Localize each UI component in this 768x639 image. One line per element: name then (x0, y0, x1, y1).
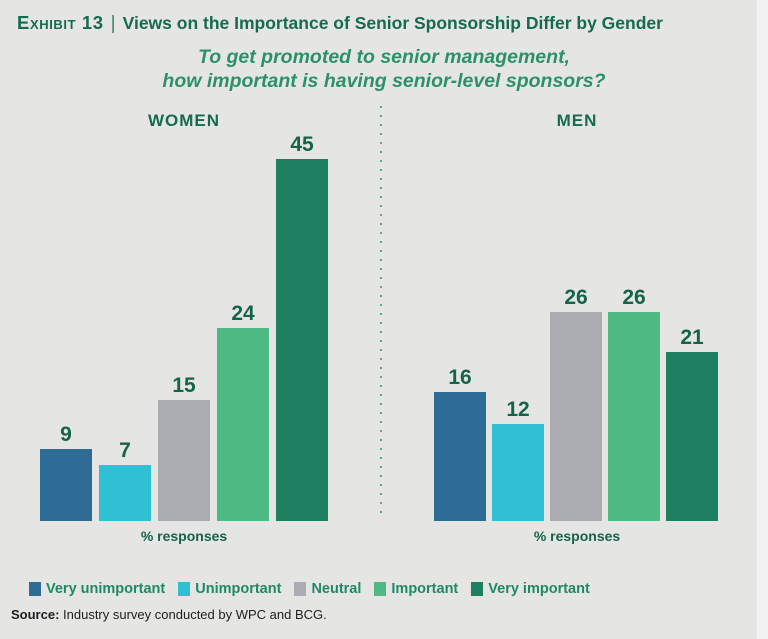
page-right-margin (757, 0, 768, 639)
bar-women-neutral: 15 (158, 375, 210, 521)
exhibit-title: Views on the Importance of Senior Sponso… (122, 13, 663, 33)
men-group-title: MEN (556, 111, 598, 130)
dotted-divider-line (380, 106, 382, 520)
bar-value-label: 12 (506, 398, 530, 421)
header-separator: | (110, 13, 116, 34)
bar-value-label: 24 (231, 302, 255, 325)
bar-rect (40, 449, 92, 521)
bar-men-very-important: 21 (666, 327, 718, 521)
bar-value-label: 7 (119, 439, 131, 462)
legend-label: Unimportant (195, 581, 282, 597)
legend-item-neutral: Neutral (294, 581, 361, 597)
bar-value-label: 45 (290, 133, 314, 156)
legend-item-very-unimportant: Very unimportant (29, 581, 165, 597)
legend-swatch-icon (29, 582, 41, 596)
bar-value-label: 26 (622, 286, 646, 309)
bar-rect (158, 400, 210, 521)
bar-women-unimportant: 7 (99, 440, 151, 521)
legend-swatch-icon (374, 582, 387, 596)
chart-question-line2: how important is having senior-level spo… (162, 70, 606, 92)
men-bars-group: 16 12 26 26 21 (434, 139, 720, 521)
source-note: Source: Industry survey conducted by WPC… (11, 607, 327, 622)
bar-rect (492, 424, 544, 521)
bar-value-label: 16 (448, 366, 472, 389)
bar-value-label: 15 (172, 374, 196, 397)
bar-women-important: 24 (217, 303, 269, 521)
legend-label: Very important (488, 581, 590, 597)
chart-question: To get promoted to senior management, ho… (0, 45, 768, 93)
women-x-axis-label: % responses (140, 528, 228, 544)
legend-item-very-important: Very important (471, 581, 590, 597)
legend-label: Neutral (311, 581, 362, 597)
bar-men-important: 26 (608, 287, 660, 521)
bar-rect (99, 465, 151, 521)
bar-value-label: 9 (60, 423, 72, 446)
bar-men-unimportant: 12 (492, 399, 544, 521)
legend-swatch-icon (471, 582, 484, 596)
bar-women-very-important: 45 (276, 134, 328, 521)
legend-label: Very unimportant (46, 581, 166, 597)
source-text: Industry survey conducted by WPC and BCG… (59, 607, 327, 622)
bar-men-neutral: 26 (550, 287, 602, 521)
legend-item-important: Important (374, 581, 458, 597)
bar-rect (217, 328, 269, 521)
exhibit-header: Exhibit 13 | Views on the Importance of Se… (17, 12, 663, 35)
bar-value-label: 21 (680, 326, 704, 349)
bar-value-label: 26 (564, 286, 588, 309)
exhibit-number: Exhibit 13 (17, 12, 104, 33)
bar-rect (666, 352, 718, 521)
men-x-axis-label: % responses (533, 528, 621, 544)
women-bars-group: 9 7 15 24 45 (40, 134, 328, 521)
women-group-title: WOMEN (147, 111, 221, 130)
legend-label: Important (391, 581, 459, 597)
chart-question-line1: To get promoted to senior management, (198, 46, 570, 68)
bar-rect (550, 312, 602, 521)
bar-women-very-unimportant: 9 (40, 424, 92, 521)
bar-rect (276, 159, 328, 521)
bar-rect (434, 392, 486, 521)
legend-swatch-icon (178, 582, 191, 596)
source-prefix: Source: (11, 607, 60, 622)
chart-legend: Very unimportant Unimportant Neutral Import… (29, 581, 590, 597)
bar-men-very-unimportant: 16 (434, 367, 486, 521)
legend-swatch-icon (294, 582, 307, 596)
bar-rect (608, 312, 660, 521)
legend-item-unimportant: Unimportant (178, 581, 281, 597)
